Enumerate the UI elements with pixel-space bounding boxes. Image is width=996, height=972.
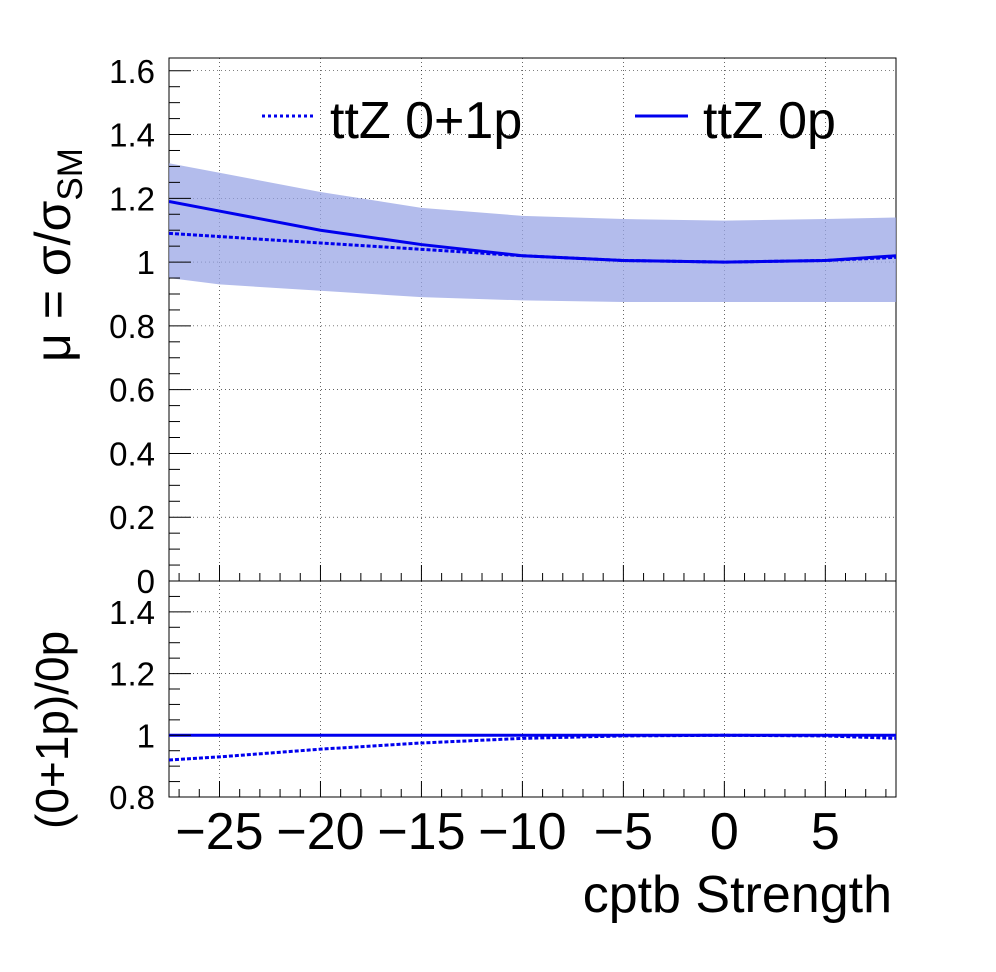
ratio-gridlines: [169, 581, 896, 797]
ratio-plot-frame: [168, 580, 897, 798]
legend: ttZ 0+1p ttZ 0p: [262, 92, 836, 150]
x-tick-label: 0: [710, 803, 739, 861]
x-axis-title: cptb Strength: [583, 866, 892, 924]
axis-ticks: [169, 70, 887, 798]
main-y-axis-title-main: μ = σ/σ: [25, 200, 81, 362]
main-y-tick-label: 0.2: [109, 499, 155, 536]
main-y-tick-label: 1.2: [109, 180, 155, 217]
x-tick-label: −20: [276, 803, 364, 861]
x-tick-label: 5: [811, 803, 840, 861]
ratio-series-layer: [169, 733, 896, 762]
uncertainty-band: [169, 163, 896, 302]
ratio-y-tick-label: 0.8: [109, 779, 155, 816]
x-tick-label: −15: [377, 803, 465, 861]
main-series-layer: [169, 200, 896, 264]
main-y-tick-label: 0.8: [109, 308, 155, 345]
ratio-y-tick-label: 1: [137, 717, 155, 754]
ratio-y-axis-title: (0+1p)/0p: [26, 631, 78, 829]
x-tick-label: −5: [594, 803, 653, 861]
x-tick-label: −25: [175, 803, 263, 861]
legend-label-ttz-0p: ttZ 0p: [703, 92, 836, 150]
main-y-tick-label: 0: [137, 563, 155, 600]
series-line-ttz-0p: [169, 200, 896, 264]
ratio-y-tick-label: 1.2: [109, 656, 155, 693]
main-y-tick-label: 1.6: [109, 53, 155, 90]
main-y-tick-label: 0.6: [109, 372, 155, 409]
main-y-axis-title-sub: SM: [51, 148, 90, 201]
x-tick-label: −10: [478, 803, 566, 861]
main-y-tick-label: 1: [137, 244, 155, 281]
ratio-y-tick-label: 1.4: [109, 594, 155, 631]
main-y-tick-label: 0.4: [109, 435, 155, 472]
axis-tick-labels: −25 −20 −15 −10 −5 0 5 0 0.2 0.4 0.6 0.8 1 1.2 1.4 1.6 0…: [109, 53, 840, 861]
legend-label-ttz-0p1p: ttZ 0+1p: [330, 92, 522, 150]
ratio-line-0p1p-over-0p: [169, 733, 896, 762]
main-y-axis-title: μ = σ/σSM: [25, 148, 90, 362]
main-y-tick-label: 1.4: [109, 117, 155, 154]
uncertainty-band-layer: [169, 163, 896, 302]
